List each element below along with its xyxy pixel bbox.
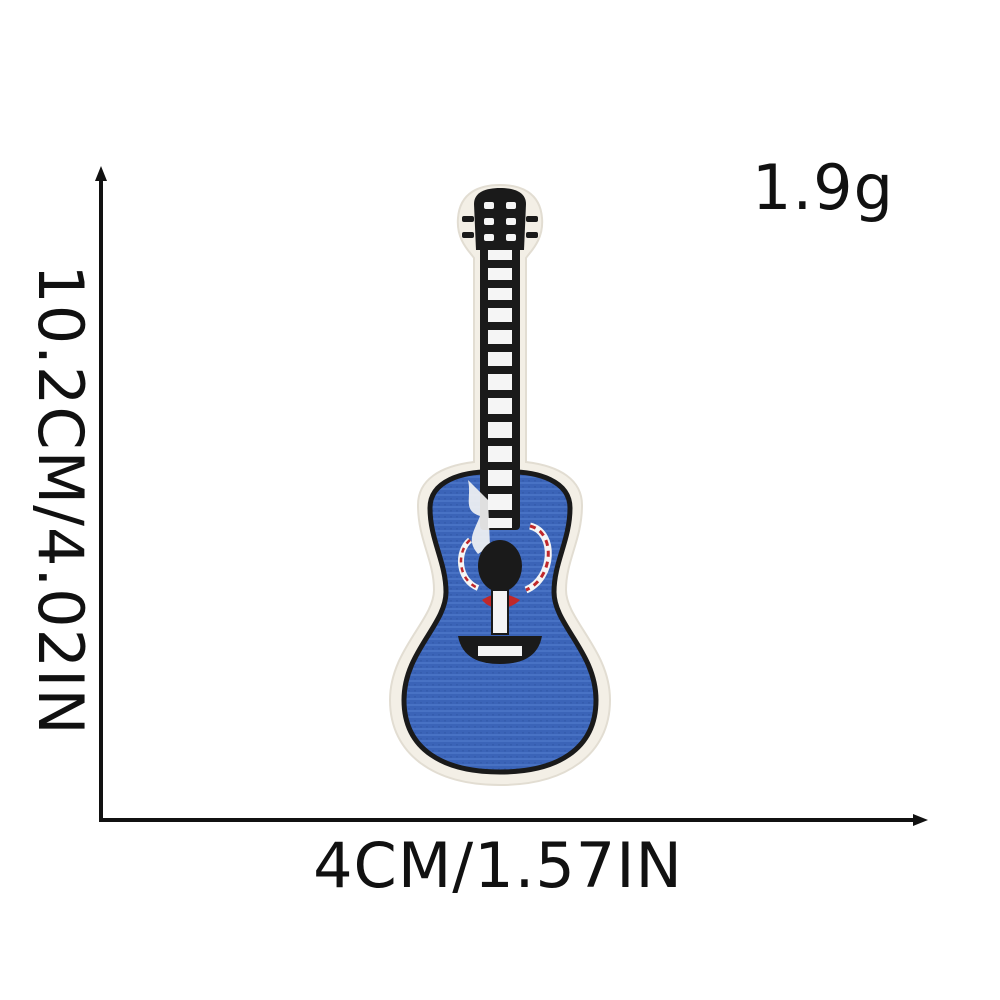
sound-hole [478,540,522,592]
bridge-saddle [478,646,522,656]
guitar-headstock [474,188,526,250]
width-dimension-text: 4CM/1.57IN [313,829,683,902]
width-dimension-label: 4CM/1.57IN [0,828,1000,904]
left-ring-accent [459,539,479,590]
tuning-pegs [484,202,516,241]
peg-knobs [462,216,538,238]
guitar-patch-image [388,183,612,787]
red-ring-accent [525,524,550,592]
frets [488,260,512,518]
weight-label: 1.9g [752,151,894,224]
height-dimension-label: 10.2CM/4.02IN [24,264,97,736]
vertical-axis-arrowhead [95,166,107,181]
white-splash-decoration [468,480,490,554]
strings-lower [491,589,509,635]
horizontal-axis-arrowhead [913,814,928,826]
fretboard [488,246,512,528]
